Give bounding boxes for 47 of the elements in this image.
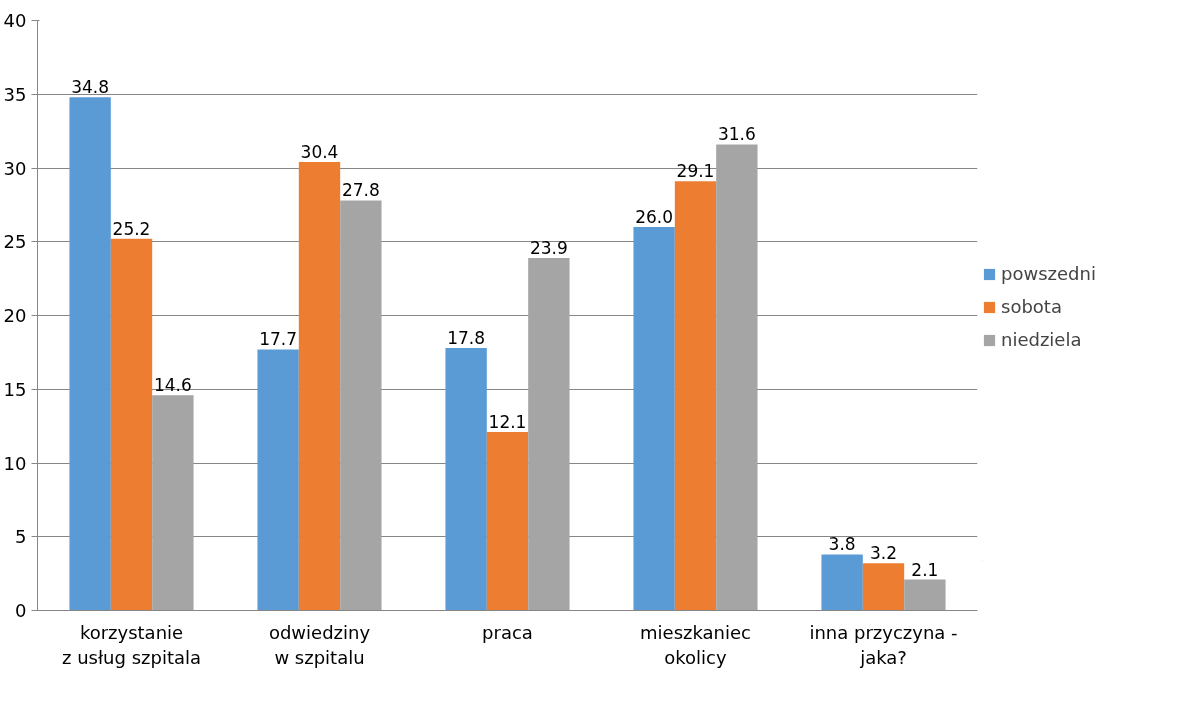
- bar: [904, 579, 946, 611]
- bar: [69, 97, 111, 611]
- bar: [716, 144, 758, 611]
- y-tick-label: 30: [3, 157, 27, 179]
- x-tick-label: odwiedziny w szpitalu: [268, 621, 371, 668]
- bar: [528, 257, 570, 611]
- bar: [298, 162, 341, 611]
- y-tick-label: 5: [15, 526, 27, 548]
- x-tick-label: mieszkaniec okolicy: [640, 621, 751, 668]
- data-label: 3.2: [869, 543, 898, 564]
- data-label: 29.1: [676, 161, 715, 182]
- data-label: 26.0: [635, 207, 674, 227]
- x-tick-label: inna przyczyna - jaka?: [809, 621, 958, 668]
- data-label: 31.6: [717, 124, 756, 145]
- data-label: 17.8: [447, 327, 486, 348]
- bar: [110, 238, 153, 611]
- bar: [257, 349, 299, 611]
- bar: [152, 395, 194, 611]
- legend-label: powszedni: [1001, 263, 1096, 284]
- x-tick-label: korzystanie z usług szpitala: [62, 621, 201, 668]
- bar: [862, 563, 905, 611]
- bar: [445, 347, 487, 611]
- y-tick-label: 10: [3, 452, 27, 474]
- legend-label: sobota: [1001, 296, 1062, 317]
- data-label: 17.7: [259, 329, 298, 350]
- data-label: 12.1: [488, 412, 527, 433]
- y-tick-label: 35: [3, 83, 27, 105]
- y-tick-label: 40: [3, 10, 27, 31]
- data-label: 3.8: [828, 534, 856, 555]
- y-tick-label: 15: [3, 378, 27, 400]
- data-label: 14.6: [153, 375, 192, 396]
- data-label: 2.1: [911, 559, 939, 580]
- data-label: 34.8: [71, 77, 110, 98]
- bar: [633, 227, 675, 611]
- data-label: 27.8: [341, 180, 380, 201]
- bar: [486, 432, 529, 611]
- y-tick-label: 20: [3, 305, 27, 326]
- data-label: 30.4: [300, 142, 339, 163]
- bar: [821, 554, 863, 611]
- y-tick-label: 0: [15, 600, 27, 621]
- y-tick-label: 25: [3, 231, 27, 253]
- data-label: 25.2: [112, 218, 151, 239]
- x-tick-label: praca: [482, 621, 533, 643]
- legend-label: niedziela: [1001, 329, 1082, 350]
- data-label: 23.9: [529, 237, 568, 258]
- bar: [674, 181, 717, 611]
- bar: [340, 200, 382, 611]
